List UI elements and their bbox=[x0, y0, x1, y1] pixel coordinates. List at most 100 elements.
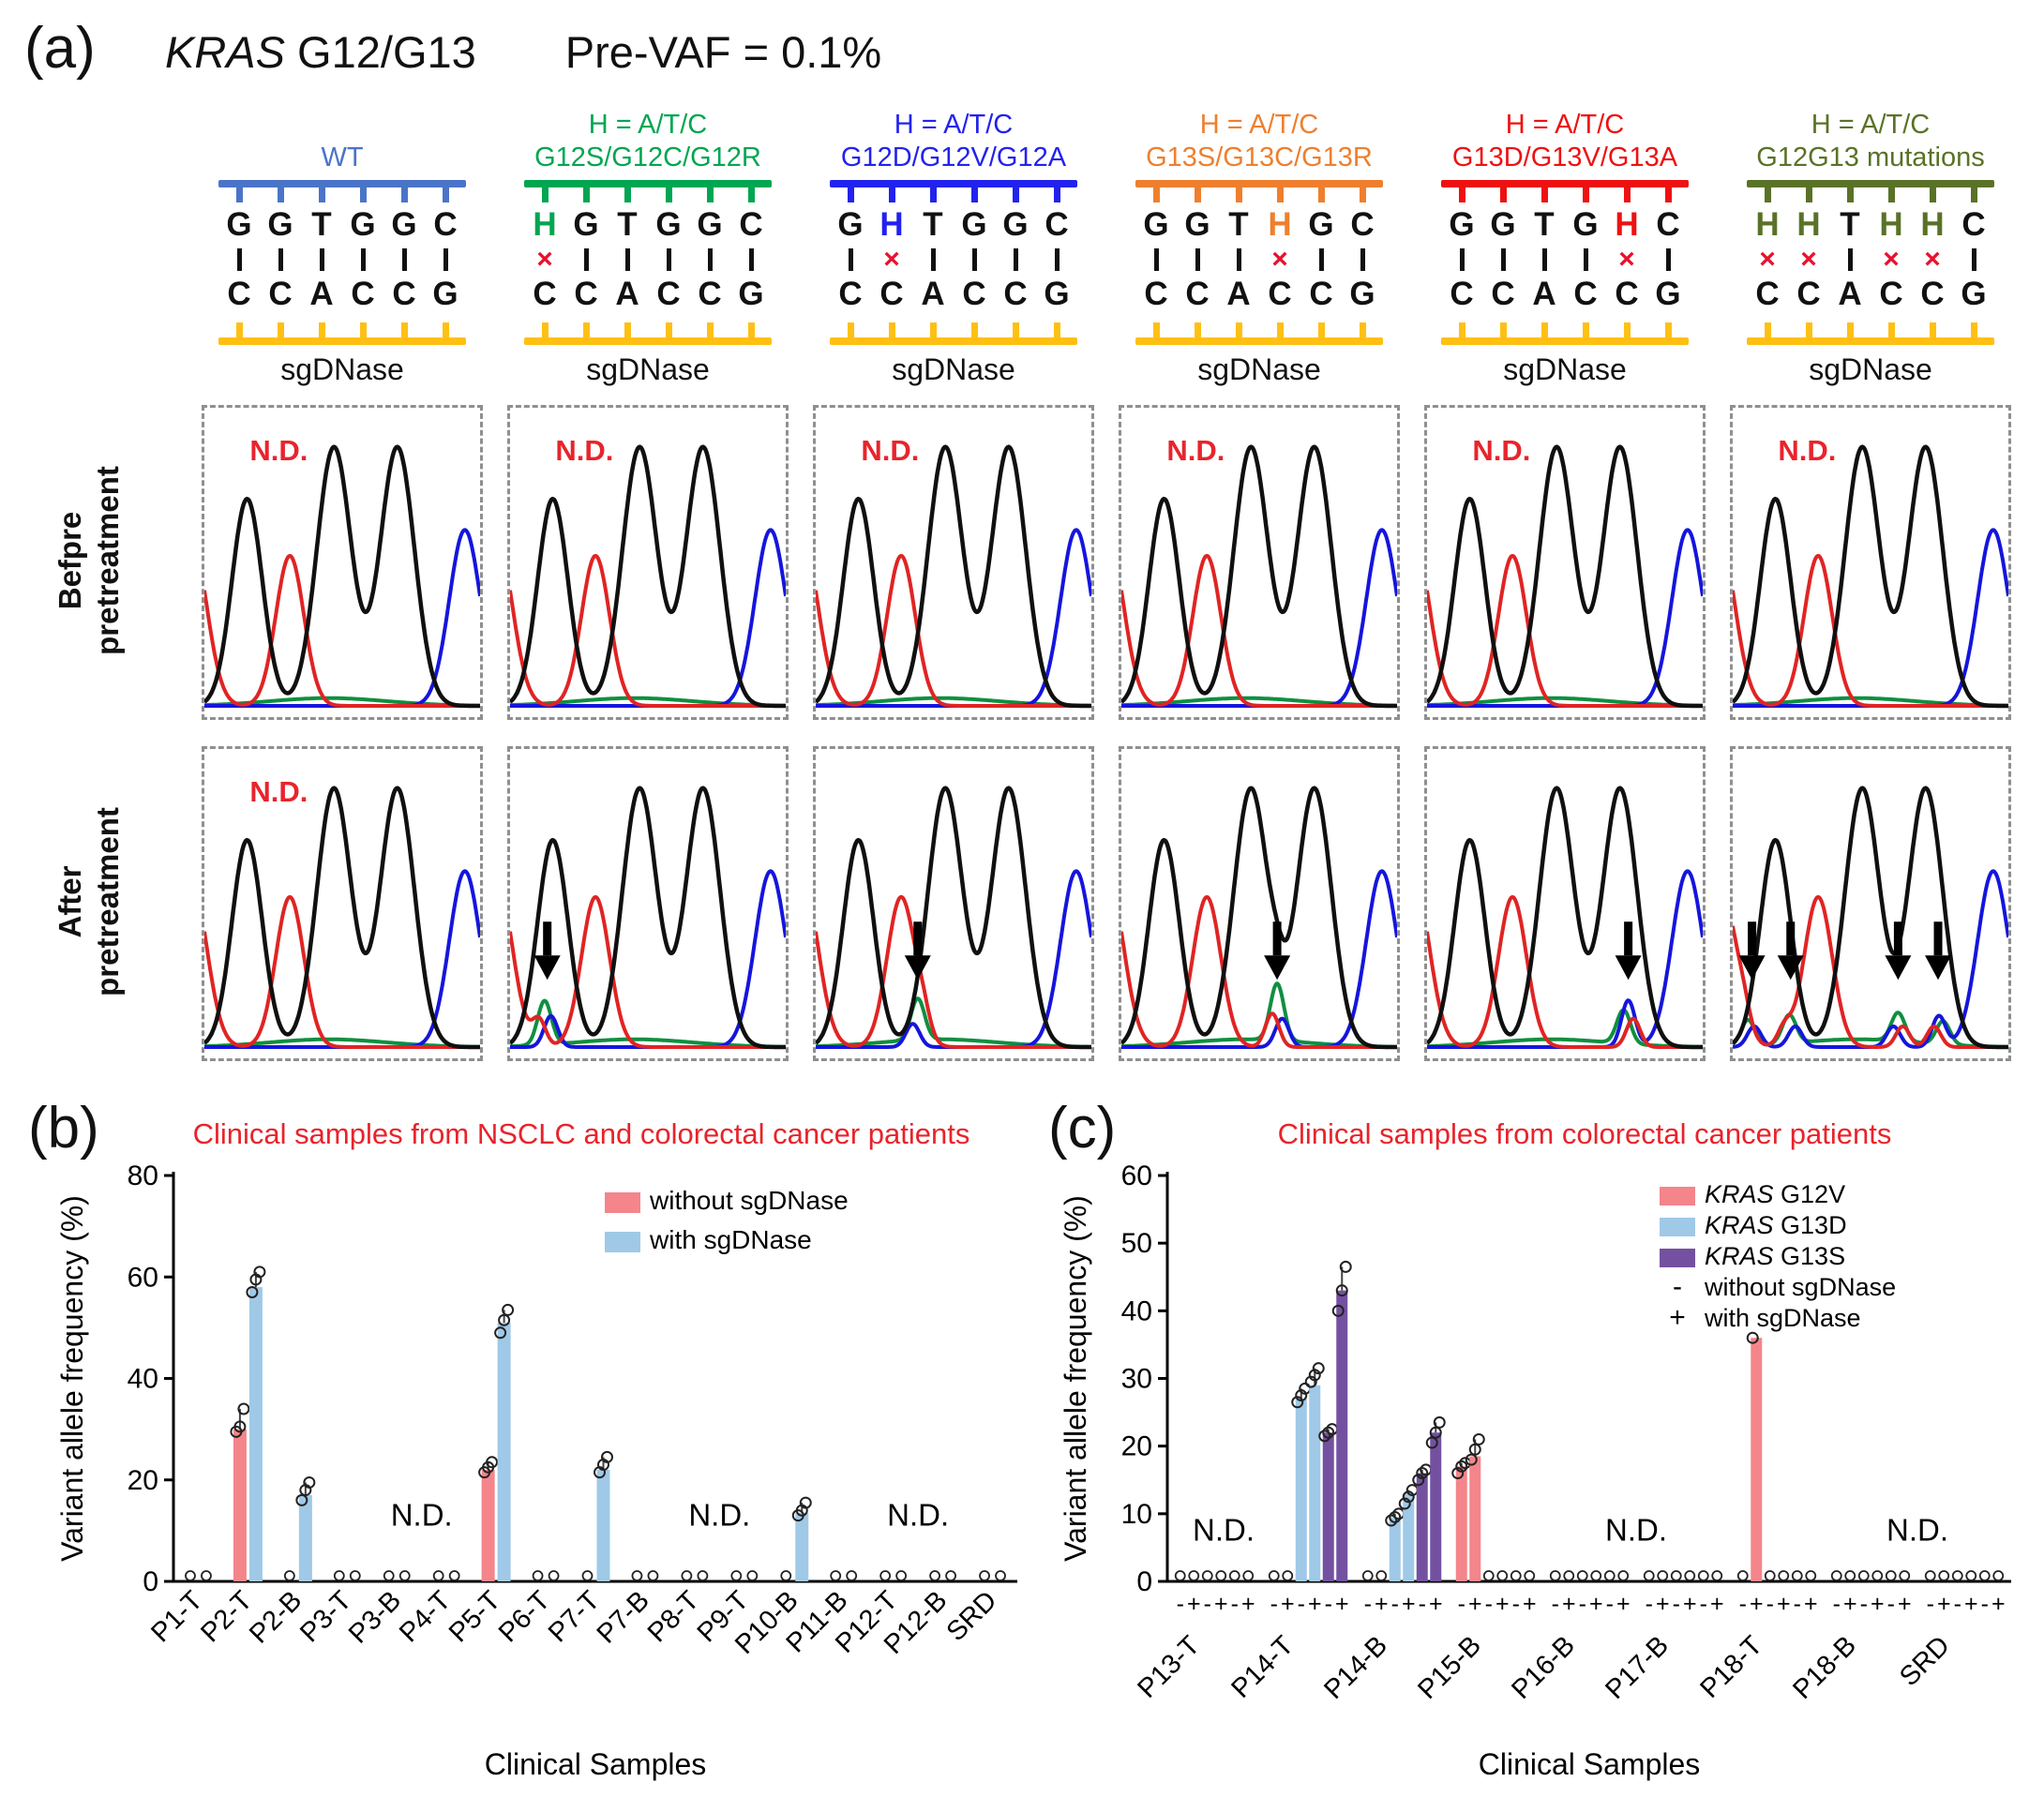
panel-c-chart: 0 10 20 30 40 50 60 N.D. N.D. N.D. P13-T P14-T P14-B… bbox=[1059, 1161, 2039, 1792]
data-point bbox=[253, 1265, 266, 1279]
svg-text:+: + bbox=[1937, 1591, 1951, 1617]
trace-blue bbox=[1426, 528, 1705, 708]
svg-text:60: 60 bbox=[128, 1262, 158, 1293]
svg-text:20: 20 bbox=[128, 1465, 158, 1496]
data-point bbox=[1472, 1432, 1485, 1445]
svg-text:-: - bbox=[1552, 1591, 1559, 1617]
basepair-marks bbox=[218, 246, 466, 274]
basepair-bond bbox=[912, 246, 954, 274]
trace-red bbox=[508, 554, 787, 708]
svg-text:-: - bbox=[1673, 1271, 1682, 1302]
top-base: G bbox=[655, 206, 682, 243]
before-chromatogram-box: N.D. bbox=[1424, 405, 1706, 720]
chromatogram-trace: N.D. bbox=[814, 434, 1093, 709]
svg-text:+: + bbox=[1589, 1591, 1603, 1617]
data-point-zero bbox=[201, 1570, 212, 1581]
sgdnase-label: sgDNase bbox=[586, 352, 710, 386]
data-point-zero bbox=[333, 1570, 345, 1581]
data-point bbox=[1291, 1396, 1304, 1409]
chromatogram-trace: N.D. bbox=[203, 434, 482, 709]
data-point-zero bbox=[1992, 1570, 2005, 1581]
legend-swatch bbox=[605, 1192, 640, 1213]
top-base: T bbox=[1840, 206, 1860, 243]
top-base: G bbox=[350, 206, 376, 243]
bottom-base: G bbox=[1961, 276, 1987, 312]
probe-comb-top bbox=[1441, 180, 1689, 204]
data-point bbox=[303, 1475, 316, 1489]
svg-text:Clinical Samples: Clinical Samples bbox=[485, 1747, 707, 1781]
data-point-zero bbox=[185, 1570, 196, 1581]
top-base: H bbox=[1268, 206, 1292, 243]
data-point bbox=[246, 1285, 259, 1298]
data-point bbox=[1468, 1443, 1481, 1456]
trace-black bbox=[508, 444, 788, 709]
data-point-zero bbox=[929, 1570, 940, 1581]
svg-text:30: 30 bbox=[1121, 1364, 1152, 1395]
data-point bbox=[1304, 1375, 1317, 1388]
data-point-zero bbox=[1871, 1570, 1884, 1581]
bar bbox=[1469, 1456, 1481, 1581]
bottom-base: C bbox=[698, 276, 722, 312]
down-arrow-icon bbox=[904, 921, 931, 981]
top-base: T bbox=[617, 206, 638, 243]
svg-text:+: + bbox=[1468, 1591, 1482, 1617]
top-base: G bbox=[1184, 206, 1210, 243]
bar bbox=[233, 1429, 247, 1581]
data-point-zero bbox=[1885, 1570, 1897, 1581]
data-point bbox=[1335, 1284, 1348, 1297]
svg-text:P4-T: P4-T bbox=[394, 1585, 457, 1648]
column-header: WT bbox=[202, 97, 483, 174]
svg-text:+: + bbox=[1281, 1591, 1295, 1617]
after-chromatogram-box: N.D. bbox=[202, 746, 483, 1061]
svg-text:+: + bbox=[1308, 1591, 1322, 1617]
basepair-bond bbox=[954, 246, 995, 274]
svg-text:P2-B: P2-B bbox=[244, 1585, 308, 1649]
svg-text:P17-B: P17-B bbox=[1600, 1630, 1675, 1705]
bottom-base: A bbox=[1532, 276, 1556, 312]
data-point-zero bbox=[1978, 1570, 1991, 1581]
bar bbox=[298, 1494, 312, 1581]
bottom-base: C bbox=[1268, 276, 1292, 312]
data-point bbox=[1429, 1426, 1442, 1439]
svg-text:-: - bbox=[1325, 1591, 1332, 1617]
column-header-line: H = A/T/C bbox=[894, 110, 1014, 140]
column-header: H = A/T/C G13D/G13V/G13A bbox=[1424, 97, 1706, 174]
trace-blue bbox=[1732, 869, 2010, 1049]
svg-text:-: - bbox=[1833, 1591, 1841, 1617]
bottom-base: C bbox=[268, 276, 293, 312]
column-header-line: G13D/G13V/G13A bbox=[1451, 142, 1678, 172]
data-point-zero bbox=[1844, 1570, 1856, 1581]
column-header-line: H = A/T/C bbox=[1811, 110, 1931, 140]
data-point-zero bbox=[1965, 1570, 1977, 1581]
svg-text:+: + bbox=[1523, 1591, 1537, 1617]
data-point-zero bbox=[1764, 1570, 1776, 1581]
legend-swatch bbox=[1660, 1218, 1695, 1236]
panel-a-title: KRAS G12/G13 Pre-VAF = 0.1% bbox=[165, 26, 881, 78]
data-point bbox=[295, 1493, 308, 1506]
bar bbox=[1336, 1290, 1348, 1581]
top-base: T bbox=[311, 206, 332, 243]
data-point bbox=[1385, 1514, 1398, 1527]
bottom-base: C bbox=[1309, 276, 1333, 312]
svg-text:40: 40 bbox=[1121, 1295, 1152, 1326]
column-header-line: H = A/T/C bbox=[1505, 110, 1625, 140]
before-chromatogram-box: N.D. bbox=[1119, 405, 1400, 720]
panel-b-chart: 0 20 40 60 80 N.D. N.D. N.D. P1-T P2-T P2-B P3-T P3-… bbox=[55, 1161, 1031, 1792]
mismatch-x-icon: × bbox=[883, 244, 900, 275]
svg-text:-: - bbox=[1646, 1591, 1653, 1617]
sgdnase-label: sgDNase bbox=[1809, 352, 1932, 386]
top-base: G bbox=[573, 206, 599, 243]
row-label-line: pretreatment bbox=[90, 466, 125, 655]
panel-a-label: (a) bbox=[24, 16, 96, 81]
bottom-base: C bbox=[1450, 276, 1474, 312]
svg-text:80: 80 bbox=[128, 1164, 158, 1191]
svg-text:-: - bbox=[1458, 1591, 1465, 1617]
sgdnase-label: sgDNase bbox=[892, 352, 1015, 386]
top-base: T bbox=[923, 206, 943, 243]
probe-comb-top bbox=[1135, 180, 1383, 204]
bottom-base: C bbox=[879, 276, 904, 312]
bottom-base: A bbox=[921, 276, 945, 312]
bar bbox=[1309, 1385, 1321, 1581]
